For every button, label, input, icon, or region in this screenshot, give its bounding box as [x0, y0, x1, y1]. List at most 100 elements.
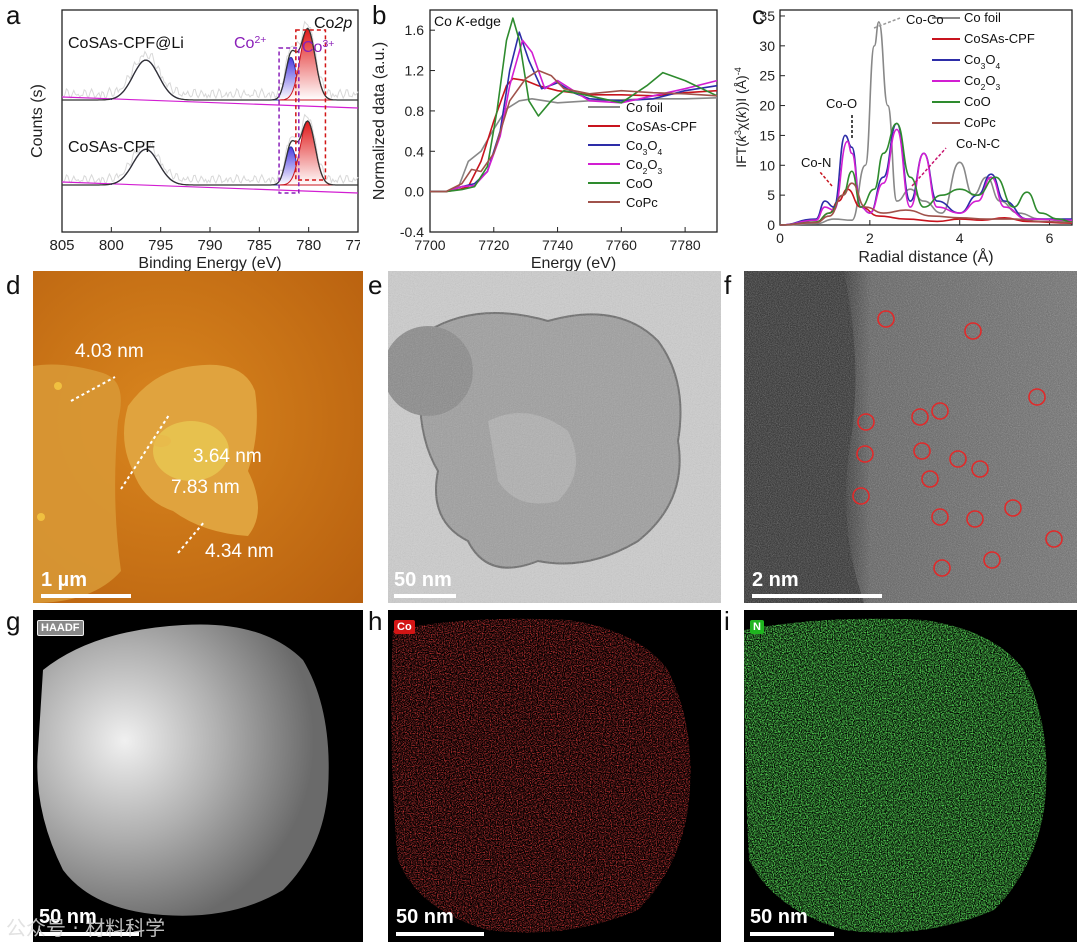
haadf-particle	[33, 610, 363, 942]
scale-label: 50 nm	[396, 906, 454, 928]
panel-a-letter: a	[6, 0, 21, 30]
afm-height-label-1: 4.03 nm	[75, 341, 144, 362]
afm-height-lines	[70, 376, 206, 554]
haadf-badge: HAADF	[37, 620, 84, 636]
co-o-label: Co-O	[826, 96, 857, 111]
legend-label: CoSAs-CPF	[626, 119, 697, 134]
panel-g-letter: g	[6, 606, 21, 636]
scale-bar	[394, 594, 456, 598]
panel-e-letter: e	[368, 270, 383, 300]
single-atom-marker	[921, 470, 939, 488]
series-line	[430, 17, 718, 193]
series-line	[430, 39, 718, 193]
y-tick-label: 15	[759, 127, 775, 143]
x-tick-label: 785	[247, 237, 272, 254]
legend-label: CoO	[626, 176, 653, 191]
x-tick-label: 800	[99, 237, 124, 254]
co-map	[388, 610, 721, 942]
xps-raw-data	[61, 20, 359, 100]
co3-box	[295, 29, 327, 181]
x-tick-label: 805	[49, 237, 74, 254]
panel-b-letter: b	[372, 0, 387, 30]
single-atom-marker	[1004, 499, 1022, 517]
y-tick-label: 35	[759, 8, 775, 24]
series-line	[779, 122, 1073, 226]
scale-label: 2 nm	[752, 569, 799, 591]
afm-terrain	[33, 271, 363, 603]
afm-height-label-3: 7.83 nm	[171, 477, 240, 498]
single-atom-marker	[949, 450, 967, 468]
single-atom-marker	[971, 460, 989, 478]
xanes-chart: 7700 7720 7740 7760 7780 -0.4 0.0 0.4 0.8 1.2 1.6 E…	[371, 9, 718, 272]
ac-haadf-image: 2 nm	[744, 271, 1077, 603]
single-atom-marker	[931, 508, 949, 526]
panel-d-letter: d	[6, 270, 21, 300]
co-n-arrow	[819, 171, 833, 187]
x-tick-label: 6	[1046, 230, 1054, 246]
single-atom-marker	[931, 402, 949, 420]
y-tick-label: 5	[767, 187, 775, 203]
y-tick-label: 30	[759, 38, 775, 54]
series-line	[430, 31, 718, 193]
co-n-label: Co-N	[801, 155, 831, 170]
series-label-bottom: CoSAs-CPF	[68, 139, 155, 156]
y-tick-label: 20	[759, 98, 775, 114]
plot-frame	[779, 9, 1073, 226]
co2-label: Co2+	[234, 35, 266, 53]
legend-label: Co foil	[964, 10, 1001, 25]
x-tick-label: 795	[148, 237, 173, 254]
legend-label: Co2O3	[964, 73, 1000, 92]
scale-label: 1 µm	[41, 569, 87, 591]
afm-height-label-2: 3.64 nm	[193, 446, 262, 467]
single-atom-marker	[933, 559, 951, 577]
co2-box	[278, 47, 300, 194]
y-tick-label: 25	[759, 68, 775, 84]
y-tick-label: 0.4	[405, 143, 425, 159]
panel-h-letter: h	[368, 606, 383, 636]
legend-label: CoSAs-CPF	[964, 31, 1035, 46]
exafs-chart: 0 2 4 6 0 5 10 15 20 25 30 35 Radial distance (Å) IFT…	[733, 8, 1073, 266]
x-axis-label: Binding Energy (eV)	[138, 255, 281, 272]
co-n-c-label: Co-N-C	[956, 136, 1000, 151]
y-tick-label: 1.2	[405, 63, 425, 79]
single-atom-marker	[852, 487, 870, 505]
xps-envelope	[62, 27, 358, 101]
plot-frame	[429, 9, 718, 233]
y-tick-label: -0.4	[400, 224, 424, 240]
series-line	[430, 77, 718, 193]
single-atom-marker	[857, 413, 875, 431]
series-label-top: CoSAs-CPF@Li	[68, 35, 184, 52]
x-axis-label: Energy (eV)	[531, 255, 616, 272]
legend-label: Co3O4	[964, 52, 1000, 71]
x-tick-label: 7720	[478, 237, 509, 253]
single-atom-marker	[913, 442, 931, 460]
x-tick-label: 2	[866, 230, 874, 246]
x-tick-label: 775	[345, 237, 360, 254]
x-tick-label: 4	[956, 230, 964, 246]
scale-bar	[750, 932, 834, 936]
co-n-c-arrow	[911, 147, 947, 187]
co3-label: Co3+	[302, 39, 334, 57]
afm-image: 4.03 nm 3.64 nm 7.83 nm 4.34 nm 1 µm	[33, 271, 363, 603]
x-tick-label: 780	[296, 237, 321, 254]
n-badge: N	[750, 620, 764, 634]
x-tick-label: 7760	[606, 237, 637, 253]
y-axis-label: Normalized data (a.u.)	[371, 42, 388, 200]
co-co-label: Co-Co	[906, 12, 944, 27]
scale-label: 50 nm	[394, 569, 452, 591]
y-axis-label: Counts (s)	[29, 84, 46, 158]
chart-title: Co K-edge	[434, 13, 501, 29]
x-tick-label: 7740	[542, 237, 573, 253]
scale-label: 50 nm	[750, 906, 808, 928]
panel-i-letter: i	[724, 606, 730, 636]
y-tick-label: 0.8	[405, 103, 425, 119]
scale-label: 50 nm	[39, 906, 97, 928]
n-map	[744, 610, 1077, 942]
tem-particle	[388, 271, 721, 603]
y-tick-label: 1.6	[405, 22, 425, 38]
afm-height-label-4: 4.34 nm	[205, 541, 274, 562]
co-map-image: Co 50 nm	[388, 610, 721, 942]
legend-label: CoPc	[626, 195, 658, 210]
x-axis-label: Radial distance (Å)	[858, 247, 993, 266]
scale-bar	[41, 594, 131, 598]
